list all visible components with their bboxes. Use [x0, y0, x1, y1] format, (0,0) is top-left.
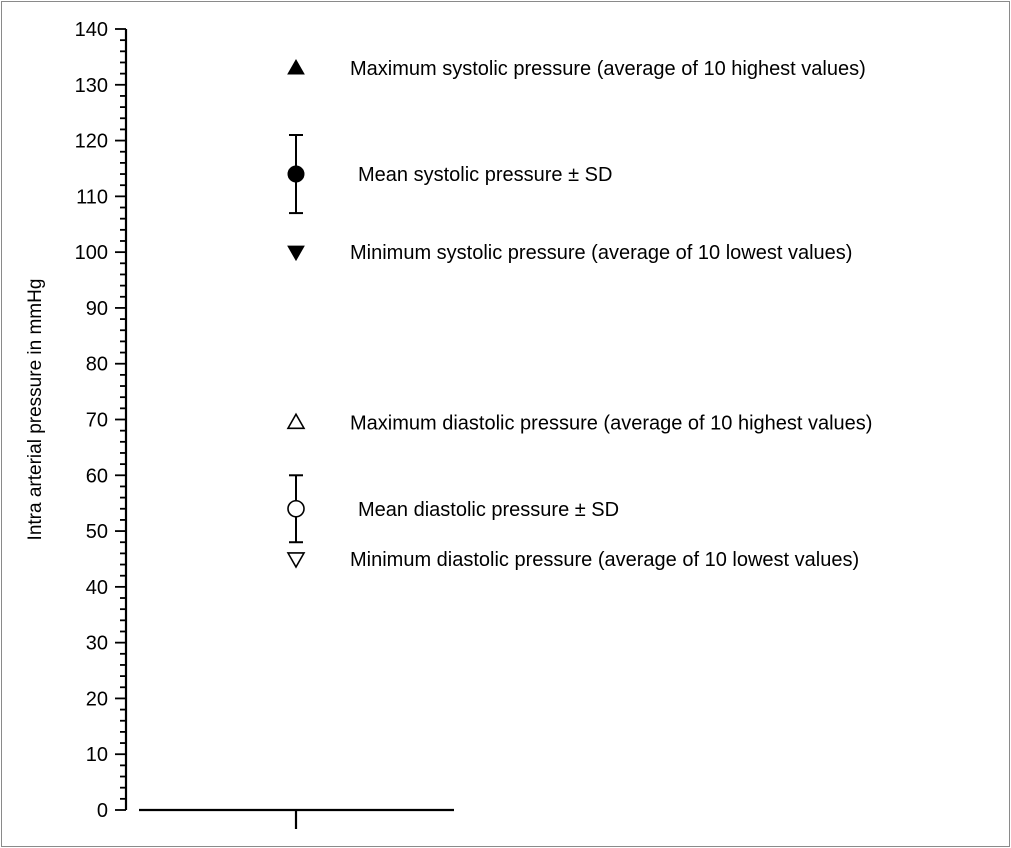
x-axis: [139, 808, 454, 829]
point-annotation: Maximum diastolic pressure (average of 1…: [350, 412, 872, 434]
y-tick-label: 110: [76, 186, 108, 208]
y-tick-label: 20: [86, 688, 108, 710]
data-point: [287, 59, 305, 75]
y-tick-label: 0: [97, 800, 108, 822]
y-tick-label: 120: [75, 131, 108, 153]
data-point: [287, 499, 305, 518]
data-point: [287, 165, 305, 183]
data-point: [287, 245, 305, 262]
y-tick-label: 130: [75, 75, 108, 97]
y-axis-label: Intra arterial pressure in mmHg: [25, 279, 46, 541]
y-tick-label: 70: [86, 410, 108, 432]
y-tick-label: 140: [75, 19, 108, 41]
y-tick-label: 30: [86, 633, 108, 655]
point-annotation: Mean diastolic pressure ± SD: [358, 499, 619, 521]
y-tick-label: 50: [86, 521, 108, 543]
y-axis: 0 10 20 30 40 50 60 70 80 90 100 110 120 130 140: [75, 19, 128, 822]
point-annotation: Mean systolic pressure ± SD: [358, 164, 612, 186]
y-tick-label: 100: [75, 242, 108, 264]
point-annotation: Maximum systolic pressure (average of 10…: [350, 58, 866, 80]
y-tick-label: 90: [86, 298, 108, 320]
data-point: [286, 552, 306, 569]
data-point: [286, 412, 306, 430]
point-annotation: Minimum diastolic pressure (average of 1…: [350, 549, 859, 571]
data-points: Maximum systolic pressure (average of 10…: [286, 58, 872, 571]
y-tick-label: 80: [86, 354, 108, 376]
y-tick-label: 60: [86, 465, 108, 487]
point-annotation: Minimum systolic pressure (average of 10…: [350, 242, 852, 264]
y-tick-label: 10: [86, 744, 108, 766]
y-tick-label: 40: [86, 577, 108, 599]
